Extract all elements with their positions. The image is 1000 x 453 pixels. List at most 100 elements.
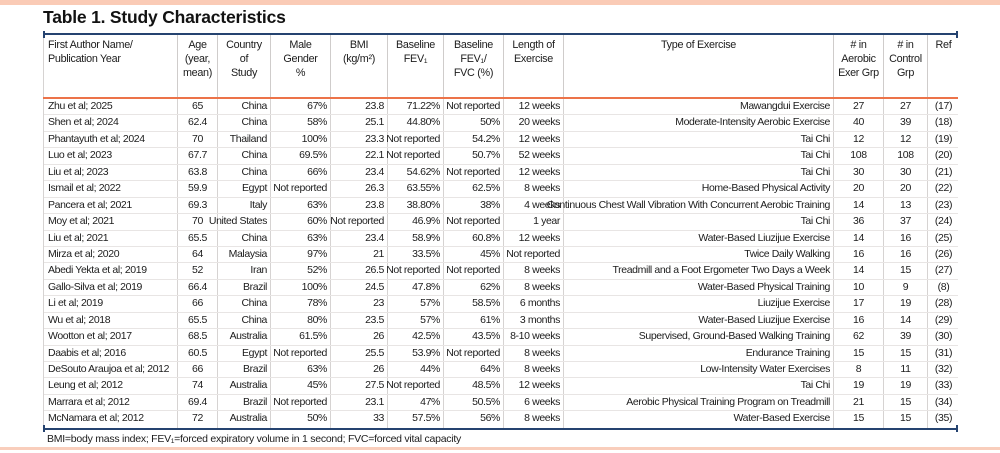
cell-text: 15	[900, 395, 911, 408]
cell-control-group-n: 108	[884, 148, 928, 164]
cell-exercise-length: 8 weeks	[504, 263, 564, 279]
cell-text: 63%	[307, 231, 327, 244]
cell-text: Not reported	[446, 165, 500, 178]
cell-aerobic-group-n: 14	[834, 230, 884, 246]
cell-country: China	[218, 312, 271, 329]
table-body: Zhu et al; 2025 65 China 67% 23.8 71.22% Not r…	[43, 99, 958, 428]
cell-control-group-n: 39	[884, 115, 928, 131]
cell-baseline-fev1: 38.80%	[388, 197, 444, 214]
cell-text: 66	[192, 363, 203, 375]
cell-text: 56%	[480, 412, 500, 425]
cell-bmi: 24.5	[331, 279, 388, 296]
cell-text: 40	[853, 116, 864, 129]
cell-text: 54.2%	[472, 132, 500, 145]
cell-text: Italy	[249, 198, 268, 211]
cell-text: 21	[373, 247, 384, 260]
cell-fev1-fvc: Not reported	[444, 263, 504, 279]
cell-text: 23.4	[365, 165, 384, 178]
cell-first-author: Phantayuth et al; 2024	[44, 131, 178, 148]
cell-first-author: Mirza et al; 2020	[44, 246, 178, 263]
cell-exercise-type: Aerobic Physical Training Program on Tre…	[564, 394, 834, 411]
cell-text: 63.8	[188, 165, 207, 178]
cell-male-gender: 63%	[271, 230, 331, 246]
cell-first-author: Li et al; 2019	[44, 296, 178, 312]
cell-text: 8 weeks	[524, 412, 560, 425]
cell-bmi: 33	[331, 411, 388, 428]
cell-text: (29)	[934, 313, 953, 326]
cell-text: Malaysia	[228, 247, 268, 260]
cell-text: China	[241, 100, 267, 112]
cell-text: (31)	[934, 346, 953, 359]
cell-age: 59.9	[178, 181, 218, 197]
cell-ref: (29)	[928, 313, 959, 328]
cell-text: 65	[192, 100, 203, 112]
cell-text: Iran	[250, 264, 267, 277]
cell-age: 65	[178, 99, 218, 115]
cell-text: Li et al; 2019	[48, 297, 103, 310]
cell-bmi: 26	[331, 329, 388, 345]
cell-text: 30	[853, 165, 864, 178]
cell-text: 4 weeks	[524, 198, 560, 211]
cell-first-author: Abedi Yekta et al; 2019	[44, 263, 178, 279]
table-row: Moy et al; 2021 70 United States 60% Not rep…	[44, 214, 959, 231]
border-end-tick	[43, 424, 45, 432]
cell-exercise-type: Continuous Chest Wall Vibration With Con…	[547, 197, 834, 214]
cell-bmi: 26.5	[331, 263, 388, 279]
cell-text: 48.5%	[472, 379, 500, 392]
cell-control-group-n: 19	[884, 378, 928, 394]
cell-text: Not reported	[273, 182, 327, 195]
cell-first-author: McNamara et al; 2012	[44, 411, 178, 428]
cell-text: 6 weeks	[524, 395, 560, 408]
cell-text: 8 weeks	[524, 280, 560, 293]
cell-text: 33.5%	[412, 247, 440, 260]
cell-text: 8 weeks	[524, 264, 560, 277]
cell-bmi: 23.1	[331, 394, 388, 411]
cell-text: Not reported	[446, 264, 500, 277]
cell-text: 70	[192, 132, 203, 145]
cell-exercise-type: Water-Based Liuzijue Exercise	[564, 312, 834, 329]
cell-text: 108	[897, 149, 914, 162]
cell-ref: (18)	[928, 115, 959, 130]
cell-fev1-fvc: 45%	[444, 246, 504, 263]
cell-male-gender: 80%	[271, 312, 331, 329]
cell-ref: (34)	[928, 395, 959, 410]
cell-text: 52 weeks	[518, 149, 561, 162]
cell-text: 47%	[420, 395, 440, 408]
cell-text: 52%	[307, 264, 327, 277]
cell-text: 50.7%	[472, 149, 500, 162]
header-cell-age: Age (year, mean)	[178, 35, 218, 97]
cell-text: Tai Chi	[800, 132, 831, 145]
cell-male-gender: Not reported	[271, 181, 331, 197]
cell-text: Shen et al; 2024	[48, 116, 119, 129]
cell-text: Not reported	[446, 100, 500, 112]
cell-age: 52	[178, 263, 218, 279]
cell-baseline-fev1: 47%	[388, 394, 444, 411]
cell-bmi: 27.5	[331, 378, 388, 394]
cell-exercise-length: 8 weeks	[504, 362, 564, 378]
cell-male-gender: 52%	[271, 263, 331, 279]
bottom-accent-bar	[0, 447, 1000, 450]
cell-text: (24)	[934, 215, 953, 228]
cell-male-gender: 58%	[271, 115, 331, 131]
cell-text: 25.1	[365, 116, 384, 129]
cell-text: 45%	[480, 247, 500, 260]
cell-text: Water-Based Physical Training	[697, 280, 831, 293]
cell-text: 23.8	[365, 100, 384, 112]
cell-text: Wootton et al; 2017	[48, 330, 132, 343]
cell-text: (30)	[934, 330, 953, 343]
cell-bmi: 25.5	[331, 345, 388, 361]
cell-bmi: 23.5	[331, 312, 388, 329]
cell-text: 1 year	[533, 215, 560, 228]
cell-exercise-length: 12 weeks	[504, 99, 564, 115]
cell-text: 9	[902, 280, 909, 293]
cell-text: Wu et al; 2018	[48, 313, 111, 326]
table-row: Shen et al; 2024 62.4 China 58% 25.1 44.80% 50…	[44, 115, 959, 132]
cell-baseline-fev1: Not reported	[386, 263, 444, 279]
cell-male-gender: 63%	[271, 197, 331, 214]
cell-ref: (30)	[928, 329, 959, 344]
table-header-row: First Author Name/ Publication Year Age (…	[43, 35, 958, 97]
cell-exercise-length: 52 weeks	[504, 148, 564, 164]
top-accent-bar	[0, 0, 1000, 5]
cell-first-author: Moy et al; 2021	[44, 214, 178, 230]
cell-ref: (24)	[928, 214, 959, 229]
